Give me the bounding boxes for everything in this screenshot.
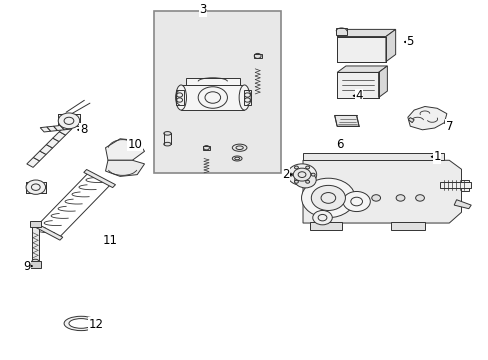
Polygon shape <box>385 30 395 62</box>
Ellipse shape <box>64 316 98 330</box>
Text: 11: 11 <box>102 234 118 247</box>
Polygon shape <box>336 66 386 72</box>
Circle shape <box>305 180 309 183</box>
Polygon shape <box>40 127 51 132</box>
Polygon shape <box>59 125 72 135</box>
Polygon shape <box>93 321 98 325</box>
Circle shape <box>58 113 80 129</box>
Polygon shape <box>39 182 45 193</box>
Ellipse shape <box>69 319 93 328</box>
Circle shape <box>415 195 424 201</box>
Text: 10: 10 <box>127 138 142 150</box>
Polygon shape <box>105 139 144 160</box>
Polygon shape <box>105 160 144 176</box>
Ellipse shape <box>232 144 246 151</box>
Polygon shape <box>185 78 239 85</box>
Polygon shape <box>27 157 40 167</box>
Circle shape <box>288 173 292 176</box>
Polygon shape <box>83 170 115 188</box>
Text: 3: 3 <box>199 3 206 16</box>
Circle shape <box>342 192 369 212</box>
Ellipse shape <box>163 142 171 146</box>
Ellipse shape <box>239 85 249 110</box>
Polygon shape <box>336 30 395 37</box>
Bar <box>154 12 281 173</box>
Circle shape <box>293 168 310 181</box>
Text: 9: 9 <box>23 260 30 273</box>
Polygon shape <box>40 145 53 154</box>
Polygon shape <box>307 180 468 191</box>
Circle shape <box>311 173 315 176</box>
Circle shape <box>287 164 316 185</box>
Circle shape <box>26 180 45 194</box>
Circle shape <box>294 166 298 169</box>
Text: 12: 12 <box>88 318 103 331</box>
Polygon shape <box>390 222 424 230</box>
Ellipse shape <box>32 259 39 262</box>
Circle shape <box>294 180 298 183</box>
Polygon shape <box>444 120 449 125</box>
Text: 5: 5 <box>406 35 413 49</box>
Polygon shape <box>254 54 261 58</box>
Text: 2: 2 <box>282 168 289 181</box>
Polygon shape <box>335 28 346 35</box>
Polygon shape <box>58 114 65 126</box>
Polygon shape <box>203 146 210 149</box>
Text: 8: 8 <box>80 123 87 136</box>
Polygon shape <box>53 132 65 141</box>
Polygon shape <box>181 85 244 110</box>
Polygon shape <box>407 118 413 123</box>
Polygon shape <box>303 153 444 160</box>
Circle shape <box>311 185 345 211</box>
Circle shape <box>312 211 331 225</box>
Text: 6: 6 <box>335 138 343 150</box>
Ellipse shape <box>175 85 186 110</box>
Circle shape <box>371 195 380 201</box>
Circle shape <box>301 178 354 218</box>
Polygon shape <box>33 223 62 240</box>
Ellipse shape <box>163 132 171 135</box>
Polygon shape <box>453 200 470 209</box>
Polygon shape <box>163 134 171 144</box>
Polygon shape <box>46 138 59 148</box>
Polygon shape <box>336 72 378 98</box>
Polygon shape <box>30 221 41 226</box>
Circle shape <box>294 172 316 188</box>
Ellipse shape <box>234 157 239 160</box>
Circle shape <box>395 195 404 201</box>
Ellipse shape <box>32 222 39 225</box>
Polygon shape <box>60 125 71 130</box>
Polygon shape <box>73 114 80 126</box>
Text: 1: 1 <box>432 150 440 163</box>
Polygon shape <box>26 182 32 193</box>
Ellipse shape <box>232 156 242 161</box>
Polygon shape <box>30 261 41 268</box>
Polygon shape <box>47 126 58 131</box>
Ellipse shape <box>236 146 243 149</box>
Polygon shape <box>310 222 341 230</box>
Polygon shape <box>33 151 46 161</box>
Polygon shape <box>407 107 446 130</box>
Polygon shape <box>336 37 385 62</box>
Circle shape <box>305 166 309 169</box>
Text: 4: 4 <box>355 89 362 102</box>
Polygon shape <box>176 90 183 105</box>
Polygon shape <box>32 223 39 261</box>
Polygon shape <box>54 126 64 131</box>
Text: 7: 7 <box>445 120 452 133</box>
Polygon shape <box>303 160 461 223</box>
Polygon shape <box>334 116 358 126</box>
Polygon shape <box>378 66 386 98</box>
Polygon shape <box>243 90 250 105</box>
Polygon shape <box>439 182 470 188</box>
